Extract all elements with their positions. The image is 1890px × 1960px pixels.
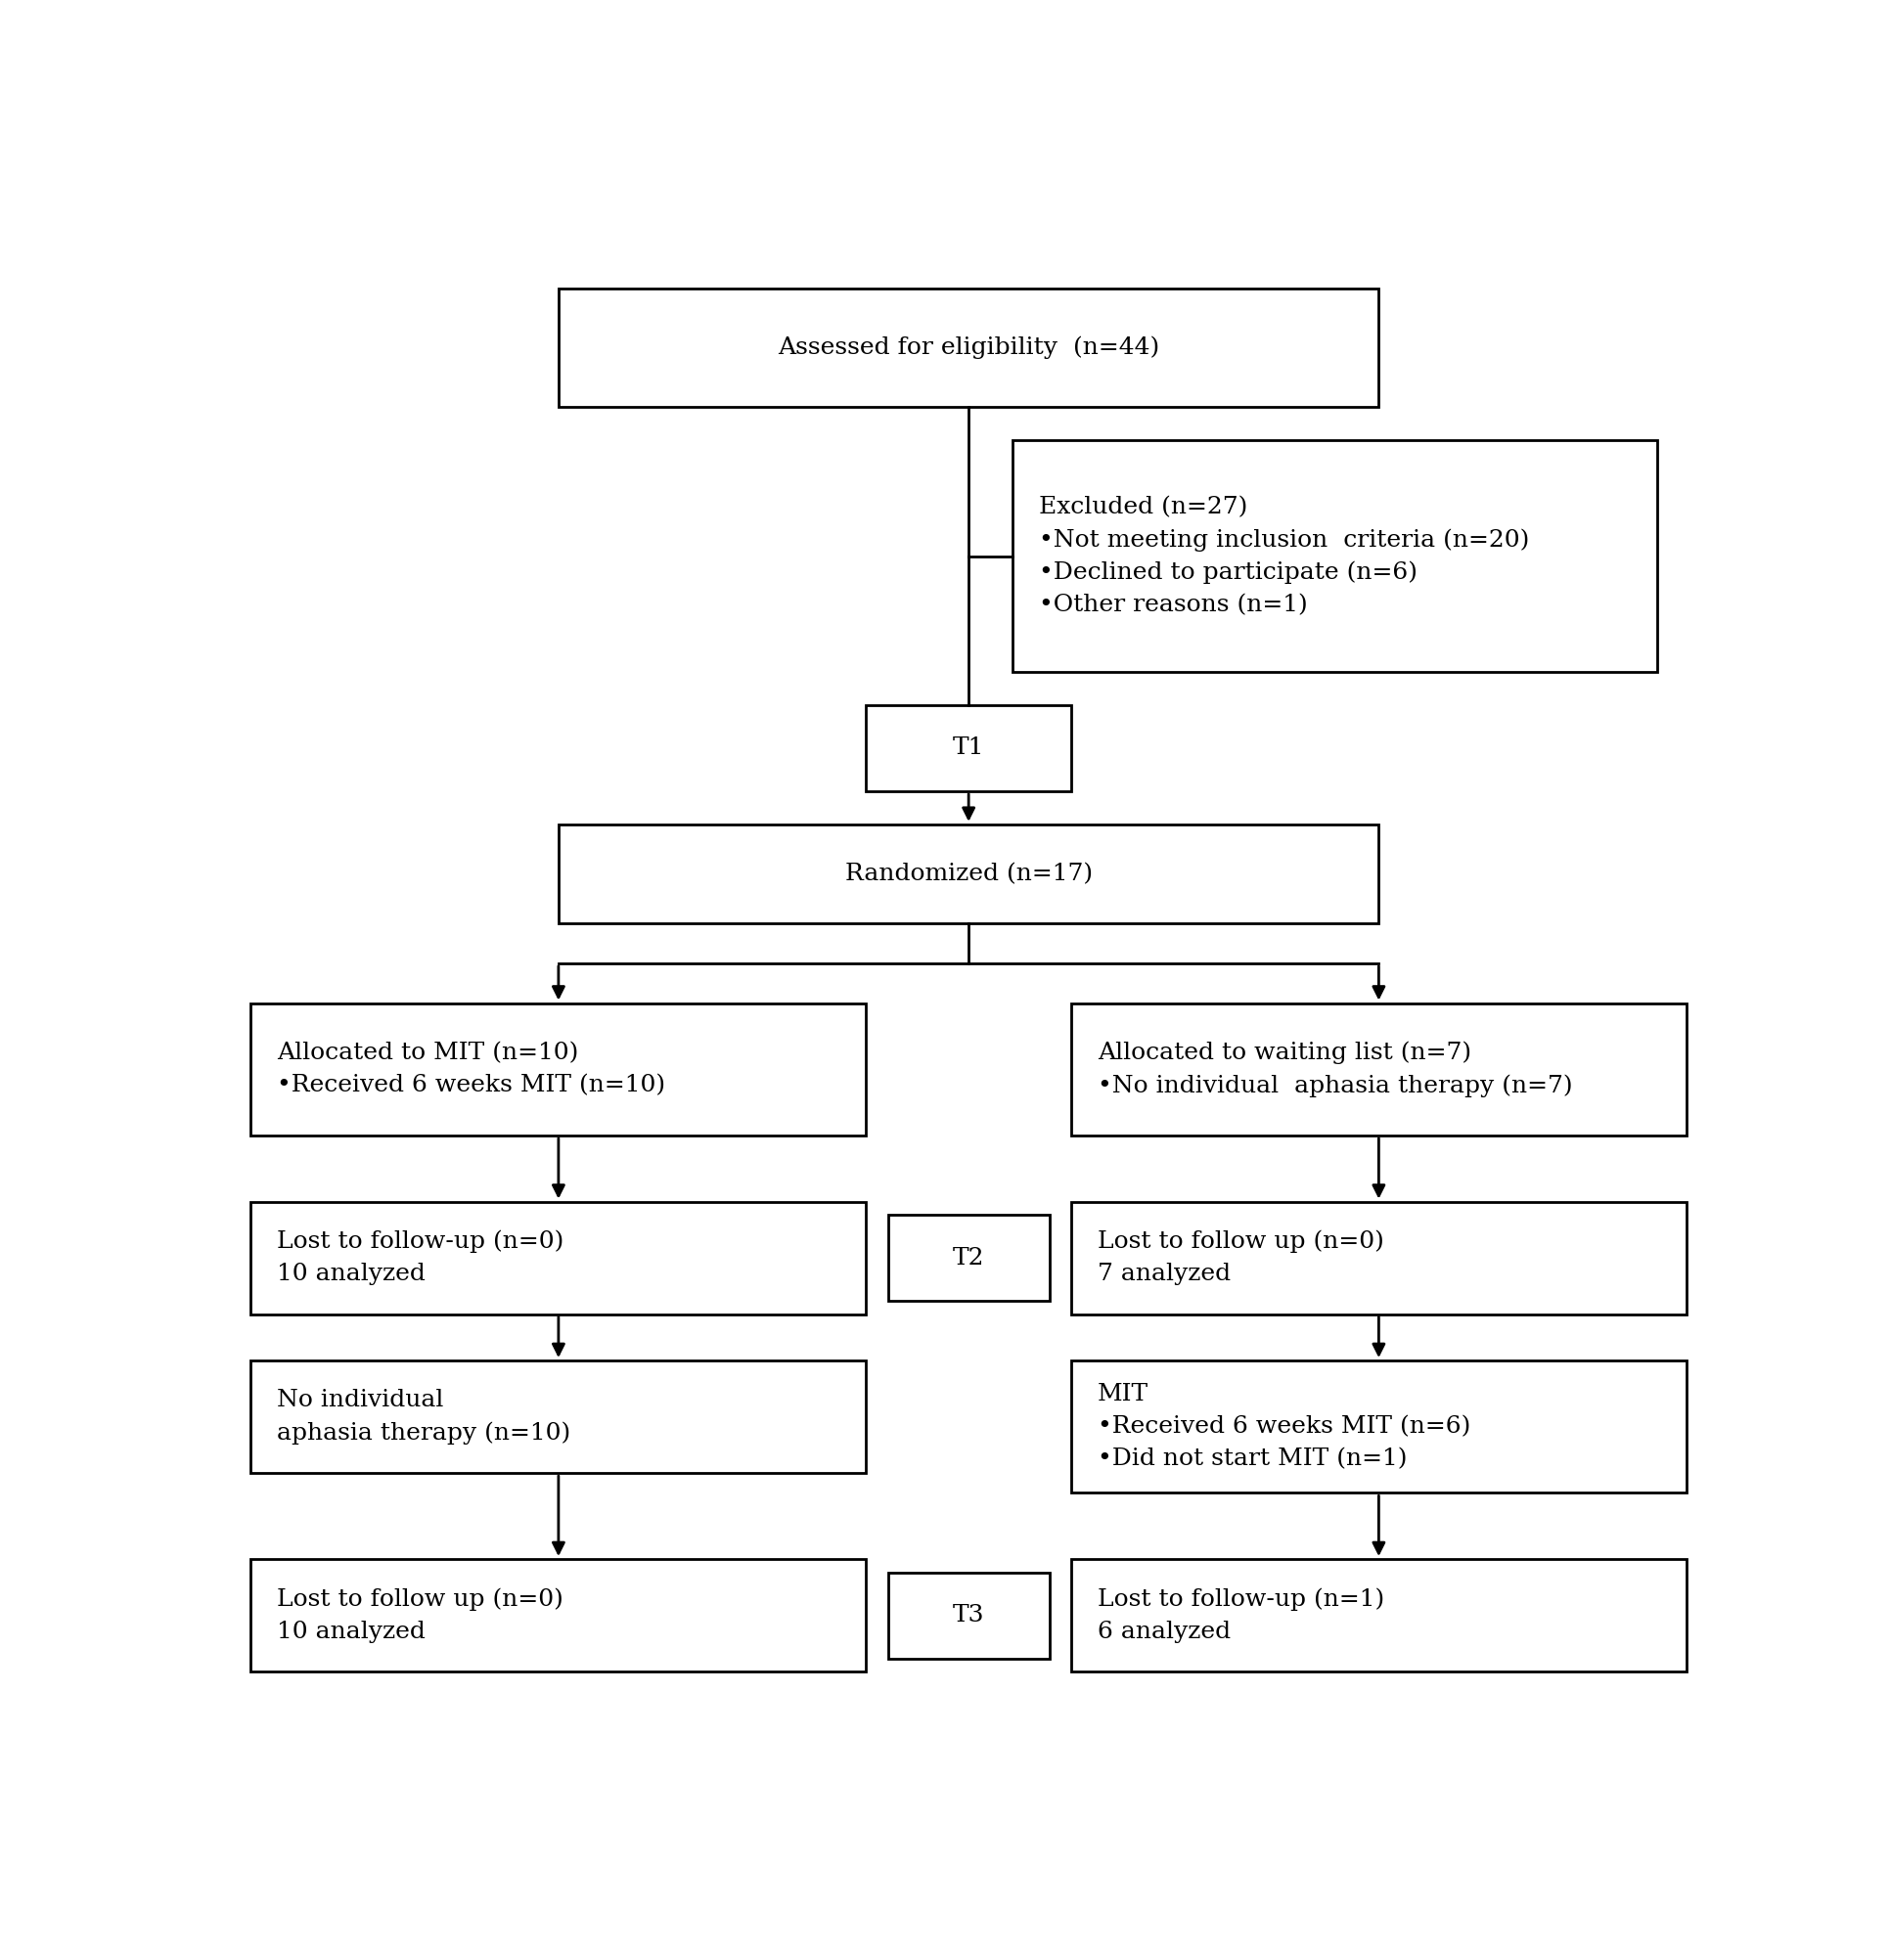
- Text: Assessed for eligibility  (n=44): Assessed for eligibility (n=44): [779, 337, 1159, 359]
- Bar: [251, 1004, 866, 1135]
- Text: Allocated to waiting list (n=7)
•No individual  aphasia therapy (n=7): Allocated to waiting list (n=7) •No indi…: [1098, 1041, 1572, 1098]
- Bar: [559, 825, 1380, 923]
- Text: Lost to follow-up (n=1)
6 analyzed: Lost to follow-up (n=1) 6 analyzed: [1098, 1588, 1383, 1642]
- Bar: [866, 706, 1072, 792]
- Text: Randomized (n=17): Randomized (n=17): [845, 862, 1092, 886]
- Bar: [559, 288, 1380, 408]
- Text: MIT
•Received 6 weeks MIT (n=6)
•Did not start MIT (n=1): MIT •Received 6 weeks MIT (n=6) •Did not…: [1098, 1384, 1470, 1470]
- Bar: [1072, 1201, 1686, 1313]
- Bar: [888, 1215, 1049, 1301]
- Text: No individual
aphasia therapy (n=10): No individual aphasia therapy (n=10): [278, 1390, 571, 1445]
- Bar: [1072, 1558, 1686, 1672]
- Bar: [251, 1360, 866, 1474]
- Text: Excluded (n=27)
•Not meeting inclusion  criteria (n=20)
•Declined to participate: Excluded (n=27) •Not meeting inclusion c…: [1040, 496, 1529, 617]
- Bar: [1072, 1360, 1686, 1494]
- Bar: [251, 1201, 866, 1313]
- Text: Lost to follow up (n=0)
7 analyzed: Lost to follow up (n=0) 7 analyzed: [1098, 1231, 1383, 1286]
- Text: Lost to follow up (n=0)
10 analyzed: Lost to follow up (n=0) 10 analyzed: [278, 1588, 563, 1642]
- Bar: [251, 1558, 866, 1672]
- Bar: [1013, 441, 1658, 672]
- Text: Lost to follow-up (n=0)
10 analyzed: Lost to follow-up (n=0) 10 analyzed: [278, 1231, 565, 1286]
- Bar: [888, 1572, 1049, 1658]
- Bar: [1072, 1004, 1686, 1135]
- Text: T2: T2: [953, 1247, 985, 1270]
- Text: T1: T1: [953, 737, 985, 759]
- Text: T3: T3: [953, 1603, 985, 1627]
- Text: Allocated to MIT (n=10)
•Received 6 weeks MIT (n=10): Allocated to MIT (n=10) •Received 6 week…: [278, 1043, 665, 1096]
